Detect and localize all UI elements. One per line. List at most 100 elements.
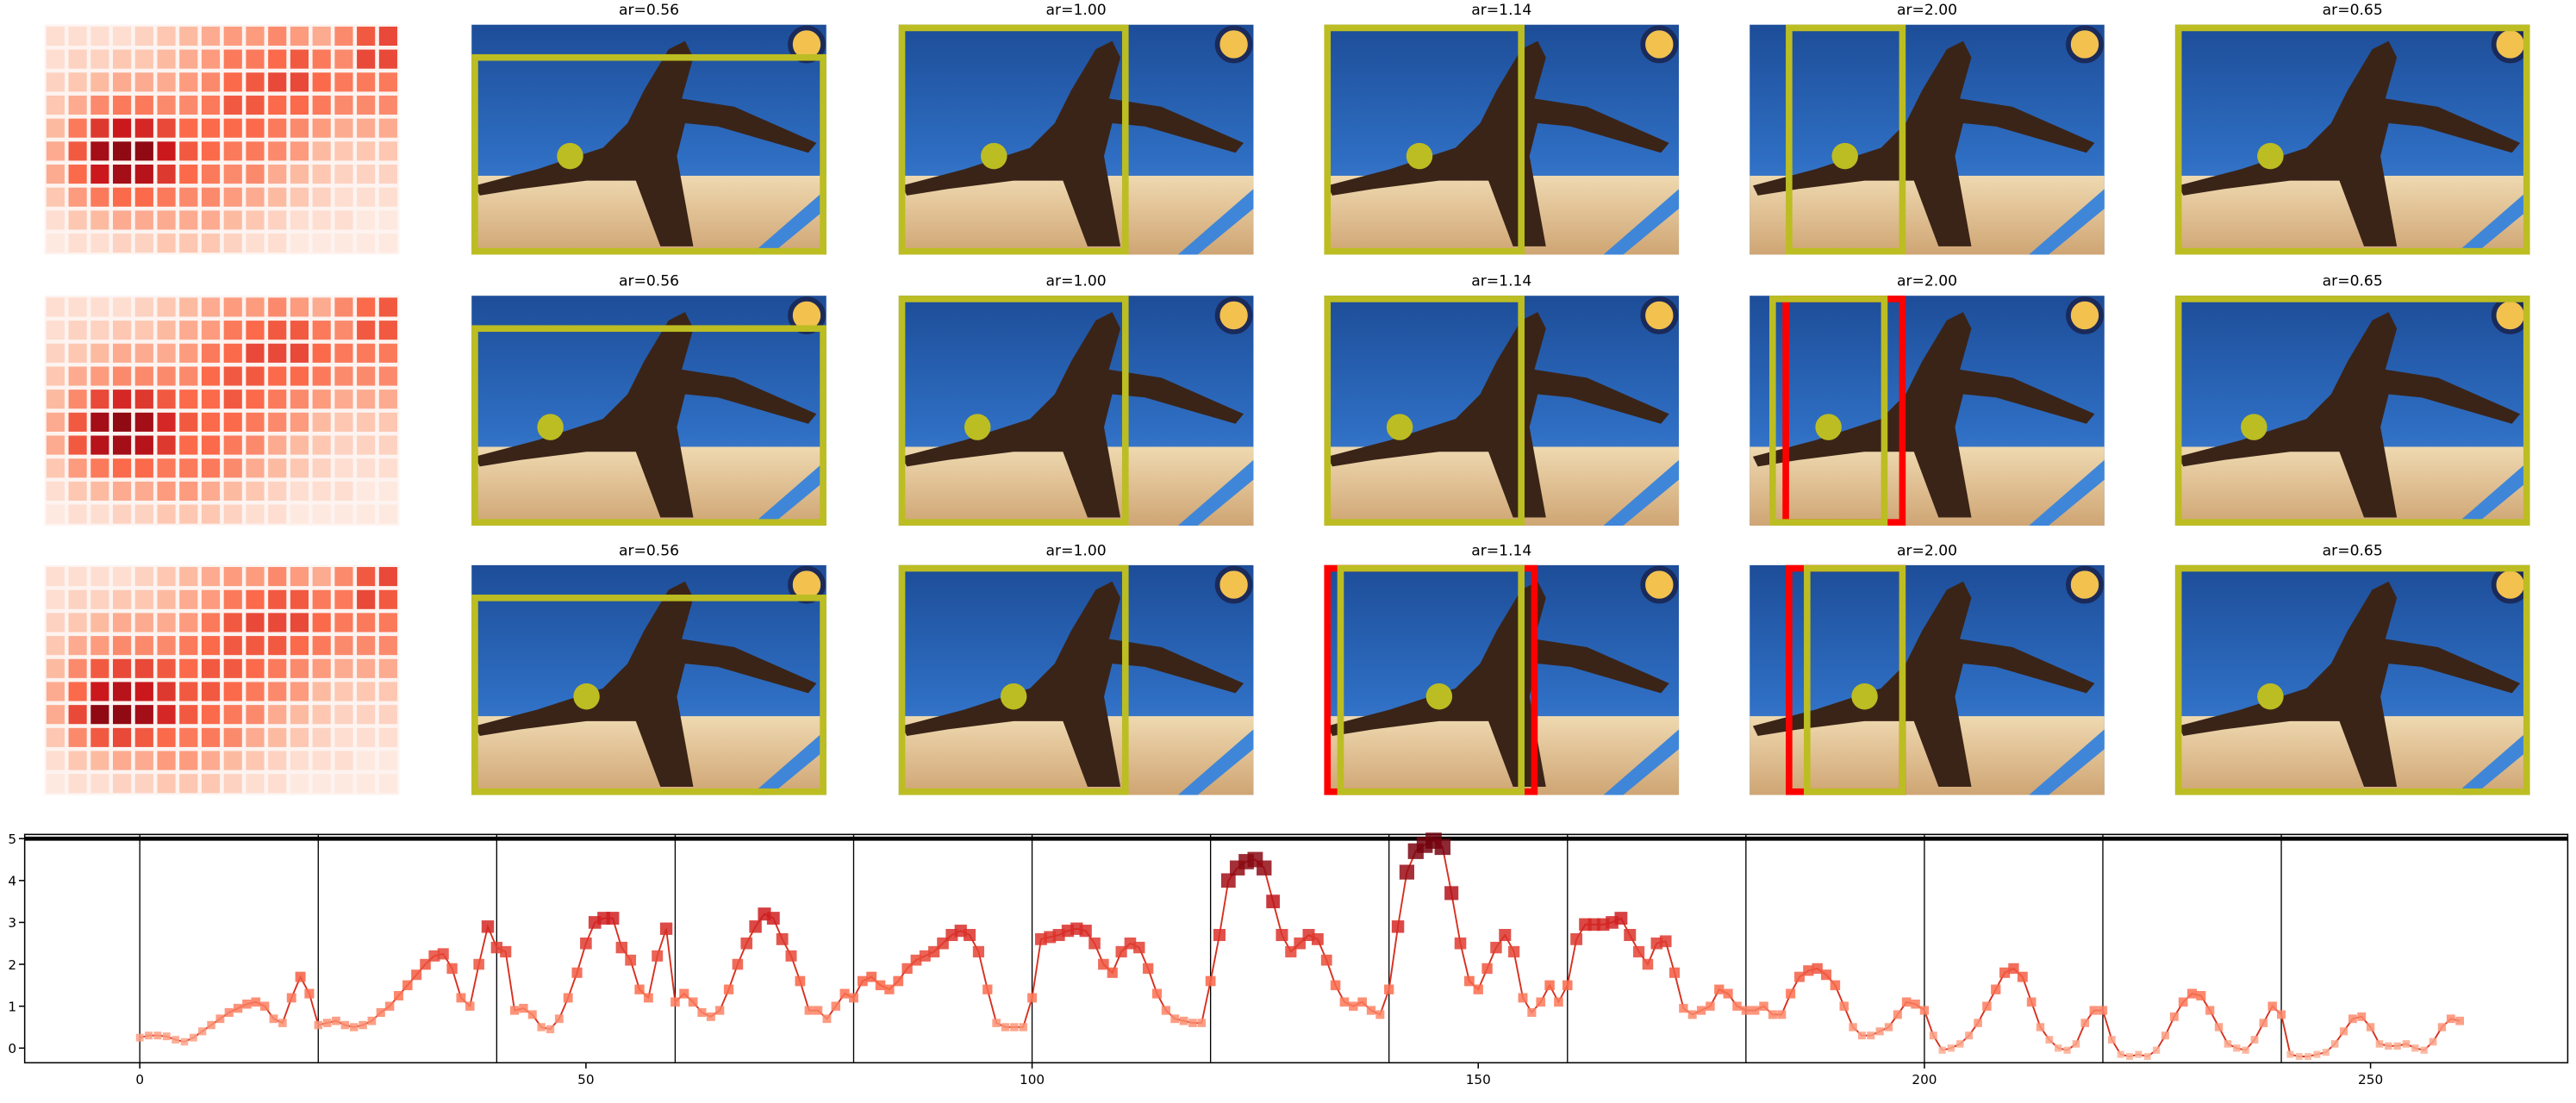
heatmap-cell bbox=[378, 751, 397, 770]
heatmap-cell bbox=[268, 389, 287, 409]
heatmap-cell bbox=[378, 658, 397, 678]
heatmap-cell bbox=[134, 412, 153, 432]
data-point bbox=[2437, 1023, 2447, 1031]
data-point bbox=[893, 975, 904, 987]
data-point bbox=[393, 991, 403, 1001]
heatmap-cell bbox=[357, 682, 376, 701]
panel-title: ar=2.00 bbox=[1897, 273, 1957, 290]
heatmap-cell bbox=[46, 118, 65, 138]
heatmap-cell bbox=[378, 210, 397, 230]
photo bbox=[2175, 25, 2530, 255]
heatmap-cell bbox=[223, 727, 242, 747]
heatmap-cell bbox=[334, 774, 353, 794]
heatmap-cell bbox=[68, 412, 87, 432]
heatmap-cell bbox=[246, 636, 265, 656]
heatmap-cell bbox=[378, 366, 397, 386]
data-point bbox=[625, 954, 637, 966]
data-point bbox=[135, 1033, 144, 1042]
heatmap-cell bbox=[46, 72, 65, 92]
heatmap-cell bbox=[68, 727, 87, 747]
heatmap-cell bbox=[157, 389, 176, 409]
keypoint bbox=[1406, 142, 1433, 170]
heatmap-cell bbox=[113, 774, 132, 794]
heatmap-cell bbox=[223, 187, 242, 207]
data-point bbox=[2169, 1012, 2179, 1021]
x-tick-label: 200 bbox=[1912, 1072, 1937, 1087]
data-point bbox=[1115, 945, 1127, 958]
heatmap-cell bbox=[334, 727, 353, 747]
data-point bbox=[1750, 1006, 1760, 1015]
heatmap-cell bbox=[334, 141, 353, 161]
heatmap-cell bbox=[201, 366, 221, 386]
data-point bbox=[571, 967, 583, 978]
photo bbox=[1750, 25, 2105, 255]
data-point bbox=[2161, 1031, 2169, 1040]
photo-panel bbox=[899, 296, 1254, 526]
heatmap-cell bbox=[134, 141, 153, 161]
data-point bbox=[1213, 929, 1226, 942]
heatmap-cell bbox=[68, 682, 87, 701]
photo-panel bbox=[1324, 296, 1679, 526]
heatmap-cell bbox=[179, 412, 198, 432]
heatmap-cell bbox=[246, 458, 265, 478]
heatmap-cell bbox=[290, 72, 309, 92]
data-point bbox=[1562, 980, 1573, 991]
data-point bbox=[1434, 838, 1451, 856]
data-point bbox=[1786, 988, 1796, 999]
heatmap-cell bbox=[46, 95, 65, 115]
heatmap-cell bbox=[68, 389, 87, 409]
data-point bbox=[659, 922, 673, 935]
heatmap-cell bbox=[246, 751, 265, 770]
data-point bbox=[2214, 1023, 2224, 1031]
heatmap-cell bbox=[113, 234, 132, 253]
heatmap-cell bbox=[312, 682, 331, 701]
data-point bbox=[2330, 1040, 2339, 1048]
data-point bbox=[795, 975, 806, 987]
heatmap-cell bbox=[157, 751, 176, 770]
heatmap-cell bbox=[134, 187, 153, 207]
keypoint bbox=[537, 414, 564, 440]
heatmap-cell bbox=[113, 727, 132, 747]
data-point bbox=[1867, 1031, 1875, 1040]
heatmap-cell bbox=[223, 412, 242, 432]
heatmap-cell bbox=[68, 481, 87, 502]
keypoint bbox=[2241, 414, 2267, 440]
data-point bbox=[2267, 1001, 2277, 1011]
heatmap-cell bbox=[46, 26, 65, 46]
heatmap-cell bbox=[378, 705, 397, 725]
heatmap-cell bbox=[290, 26, 309, 46]
data-point bbox=[2420, 1046, 2428, 1054]
heatmap-cell bbox=[312, 343, 331, 363]
heatmap-cell bbox=[179, 187, 198, 207]
heatmap-cell bbox=[378, 567, 397, 587]
heatmap-cell bbox=[312, 164, 331, 184]
heatmap-cell bbox=[312, 210, 331, 230]
keypoint bbox=[1815, 414, 1842, 440]
heatmap-cell bbox=[113, 589, 132, 609]
heatmap-cell bbox=[334, 567, 353, 587]
heatmap-cell bbox=[312, 658, 331, 678]
data-point bbox=[456, 993, 466, 1003]
data-point bbox=[2178, 997, 2188, 1007]
heatmap-cell bbox=[246, 481, 265, 502]
heatmap-cell bbox=[246, 435, 265, 455]
heatmap-cell bbox=[134, 234, 153, 253]
data-point bbox=[697, 1007, 707, 1018]
heatmap-cell bbox=[90, 187, 109, 207]
heatmap-cell bbox=[268, 613, 287, 633]
heatmap-cell bbox=[357, 297, 376, 317]
heatmap-cell bbox=[357, 613, 376, 633]
heatmap-cell bbox=[312, 727, 331, 747]
heatmap-cell bbox=[113, 389, 132, 409]
bounding-box bbox=[471, 325, 826, 526]
data-point bbox=[1098, 958, 1109, 970]
heatmap-cell bbox=[179, 751, 198, 770]
data-point bbox=[1714, 984, 1725, 994]
bounding-box bbox=[2174, 296, 2530, 526]
heatmap-cell bbox=[201, 567, 221, 587]
heatmap-cell bbox=[157, 26, 176, 46]
heatmap-cell bbox=[90, 658, 109, 678]
data-point bbox=[580, 937, 592, 950]
heatmap-cell bbox=[113, 435, 132, 455]
heatmap-cell bbox=[179, 481, 198, 502]
